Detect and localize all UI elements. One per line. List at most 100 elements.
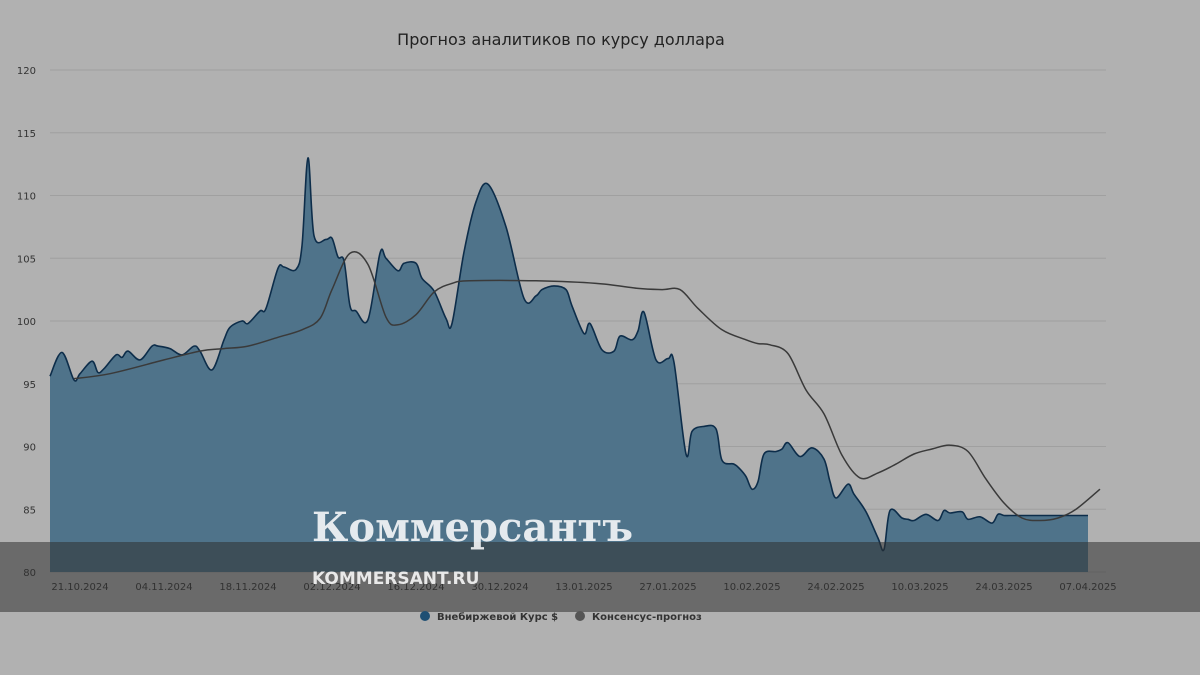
point-usd-rate <box>486 182 490 186</box>
point-usd-rate <box>336 255 340 259</box>
point-usd-rate <box>1080 514 1084 518</box>
point-usd-rate <box>600 348 604 352</box>
point-usd-rate <box>912 519 916 523</box>
point-usd-rate <box>750 487 754 491</box>
point-consensus-forecast <box>246 344 250 348</box>
chart-title: Прогноз аналитиков по курсу доллара <box>397 30 725 49</box>
point-usd-rate <box>402 261 406 265</box>
point-usd-rate <box>828 480 832 484</box>
point-usd-rate <box>306 156 310 160</box>
point-usd-rate <box>552 284 556 288</box>
point-usd-rate <box>978 515 982 519</box>
point-usd-rate <box>852 492 856 496</box>
point-consensus-forecast <box>222 347 226 351</box>
point-usd-rate <box>960 510 964 514</box>
point-usd-rate <box>900 516 904 520</box>
point-usd-rate <box>282 265 286 269</box>
point-usd-rate <box>168 347 172 351</box>
point-usd-rate <box>78 372 82 376</box>
point-usd-rate <box>156 344 160 348</box>
point-consensus-forecast <box>162 358 166 362</box>
point-consensus-forecast <box>1098 487 1102 491</box>
point-usd-rate <box>714 427 718 431</box>
point-usd-rate <box>258 309 262 313</box>
point-consensus-forecast <box>384 315 388 319</box>
point-usd-rate <box>636 329 640 333</box>
point-usd-rate <box>126 349 130 353</box>
point-usd-rate <box>294 268 298 272</box>
point-consensus-forecast <box>108 372 112 376</box>
point-consensus-forecast <box>348 251 352 255</box>
point-consensus-forecast <box>366 263 370 267</box>
point-usd-rate <box>96 371 100 375</box>
point-usd-rate <box>582 332 586 336</box>
point-usd-rate <box>888 509 892 513</box>
point-usd-rate <box>462 250 466 254</box>
point-usd-rate <box>384 256 388 260</box>
legend-item-line[interactable]: Консенсус-прогноз <box>575 611 702 623</box>
legend-item-area[interactable]: Внебиржевой Курс $ <box>420 611 558 623</box>
y-tick-label: 95 <box>23 380 36 391</box>
point-usd-rate <box>414 261 418 265</box>
point-usd-rate <box>720 458 724 462</box>
point-usd-rate <box>690 429 694 433</box>
area-fill-usd-rate <box>50 157 1088 573</box>
point-usd-rate <box>786 441 790 445</box>
point-usd-rate <box>1032 514 1036 518</box>
point-usd-rate <box>264 306 268 310</box>
point-usd-rate <box>504 225 508 229</box>
point-usd-rate <box>396 269 400 273</box>
point-consensus-forecast <box>894 462 898 466</box>
point-consensus-forecast <box>786 352 790 356</box>
point-consensus-forecast <box>414 313 418 317</box>
point-usd-rate <box>222 338 226 342</box>
point-usd-rate <box>924 512 928 516</box>
watermark-logo: Коммерсантъ <box>312 504 633 551</box>
point-consensus-forecast <box>1074 507 1078 511</box>
point-usd-rate <box>228 325 232 329</box>
point-consensus-forecast <box>696 306 700 310</box>
area-line-usd-rate <box>49 157 1088 552</box>
point-usd-rate <box>1002 514 1006 518</box>
line-consensus-forecast <box>73 250 1101 522</box>
point-usd-rate <box>90 359 94 363</box>
point-usd-rate <box>522 296 526 300</box>
point-consensus-forecast <box>318 317 322 321</box>
point-usd-rate <box>798 455 802 459</box>
point-usd-rate <box>702 424 706 428</box>
point-consensus-forecast <box>966 450 970 454</box>
legend-label-line: Консенсус-прогноз <box>592 612 702 623</box>
area-series-layer <box>49 156 1088 573</box>
point-usd-rate <box>630 338 634 342</box>
point-usd-rate <box>744 475 748 479</box>
point-consensus-forecast <box>876 471 880 475</box>
point-consensus-forecast <box>72 377 76 381</box>
point-usd-rate <box>120 355 124 359</box>
point-consensus-forecast <box>636 286 640 290</box>
point-usd-rate <box>324 237 328 241</box>
point-consensus-forecast <box>450 281 454 285</box>
point-usd-rate <box>138 358 142 362</box>
point-consensus-forecast <box>534 279 538 283</box>
y-tick-label: 120 <box>17 66 36 77</box>
point-consensus-forecast <box>198 349 202 353</box>
point-usd-rate <box>834 496 838 500</box>
point-usd-rate <box>876 536 880 540</box>
point-consensus-forecast <box>804 388 808 392</box>
line-series-layer <box>72 250 1102 522</box>
point-usd-rate <box>822 457 826 461</box>
point-consensus-forecast <box>948 443 952 447</box>
point-consensus-forecast <box>1002 501 1006 505</box>
point-usd-rate <box>966 517 970 521</box>
point-usd-rate <box>990 521 994 525</box>
point-usd-rate <box>276 266 280 270</box>
point-usd-rate <box>756 480 760 484</box>
point-usd-rate <box>300 244 304 248</box>
point-consensus-forecast <box>396 323 400 327</box>
legend-label-area: Внебиржевой Курс $ <box>437 611 558 623</box>
point-usd-rate <box>684 452 688 456</box>
point-usd-rate <box>564 288 568 292</box>
point-consensus-forecast <box>768 343 772 347</box>
point-usd-rate <box>330 236 334 240</box>
legend-marker-area <box>420 611 430 621</box>
